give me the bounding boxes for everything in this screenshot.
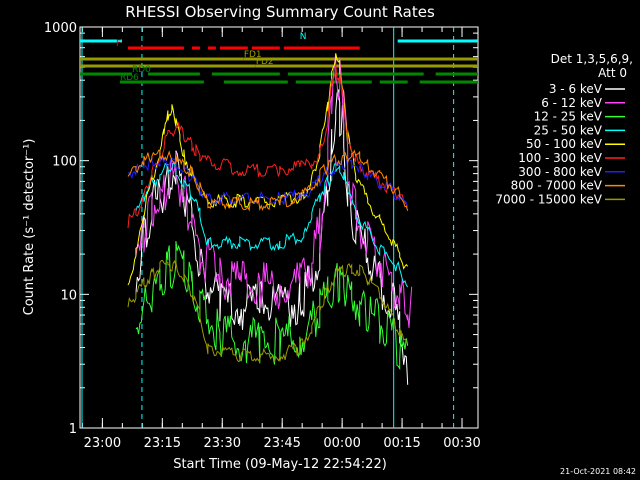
state-bar-fd1: FD1	[80, 50, 478, 61]
state-bar-flare: F	[116, 39, 360, 50]
state-bar-fd2: FD2	[80, 57, 478, 68]
x-tick-label-23-30: 23:30	[204, 436, 241, 451]
series-line-100-300-kev	[127, 64, 409, 228]
series-line-300-800-kev	[127, 155, 409, 208]
timestamp: 21-Oct-2021 08:42	[560, 467, 636, 476]
series-line-7000-15000-kev	[127, 259, 409, 363]
state-bar-label-rd6: RD6	[120, 73, 139, 83]
state-bar-night: N	[80, 32, 478, 43]
x-axis-label: Start Time (09-May-12 22:54:22)	[173, 457, 387, 472]
state-bar-rd6: RD6	[119, 73, 478, 84]
legend-label-12-25-kev: 12 - 25 keV	[534, 110, 603, 124]
y-tick-label-100: 100	[52, 155, 77, 170]
legend-label-25-50-kev: 25 - 50 keV	[534, 123, 603, 137]
x-tick-label-00-00: 00:00	[323, 436, 360, 451]
plot-frame	[79, 26, 479, 429]
y-axis-label: Count Rate (s⁻¹ detector⁻¹)	[22, 139, 37, 316]
plot-area: 1 10 100 1000 23:00 23:15 23:30 23:45 00:00 00:15…	[44, 21, 481, 451]
legend-label-100-300-kev: 100 - 300 keV	[518, 151, 602, 165]
x-tick-label-23-45: 23:45	[263, 436, 300, 451]
state-bar-label-rd0: RD0	[132, 65, 151, 75]
state-bar-label-night: N	[300, 32, 307, 42]
legend-label-3-6-kev: 3 - 6 keV	[549, 82, 603, 96]
state-bar-label-fd2: FD2	[256, 57, 274, 67]
x-tick-label-23-15: 23:15	[144, 436, 181, 451]
chart-title: RHESSI Observing Summary Count Rates	[125, 3, 435, 21]
series-line-6-12-kev	[135, 53, 413, 328]
legend-label-50-100-kev: 50 - 100 keV	[526, 137, 603, 151]
series-line-800-7000-kev	[127, 149, 409, 212]
x-tick-label-00-30: 00:30	[443, 436, 480, 451]
state-bar-rd0: RD0	[80, 65, 478, 76]
x-tick-label-00-15: 00:15	[383, 436, 420, 451]
series-line-50-100-kev	[127, 53, 409, 286]
state-bar-label-fd1: FD1	[244, 50, 262, 60]
series-group	[127, 53, 413, 385]
legend-label-800-7000-kev: 800 - 7000 keV	[511, 179, 603, 193]
y-tick-label-10: 10	[60, 288, 77, 303]
legend-label-300-800-kev: 300 - 800 keV	[518, 165, 602, 179]
state-bar-label-flare: F	[116, 39, 121, 49]
y-tick-label-1000: 1000	[44, 21, 77, 36]
legend-label-6-12-kev: 6 - 12 keV	[541, 96, 603, 110]
y-tick-label-1: 1	[69, 422, 77, 437]
legend-title-line-1: Det 1,3,5,6,9,	[551, 52, 633, 66]
x-tick-label-23-00: 23:00	[84, 436, 121, 451]
legend-label-7000-15000-kev: 7000 - 15000 keV	[495, 192, 602, 206]
series-line-25-50-kev	[135, 162, 409, 288]
legend-title-line-2: Att 0	[598, 66, 627, 80]
